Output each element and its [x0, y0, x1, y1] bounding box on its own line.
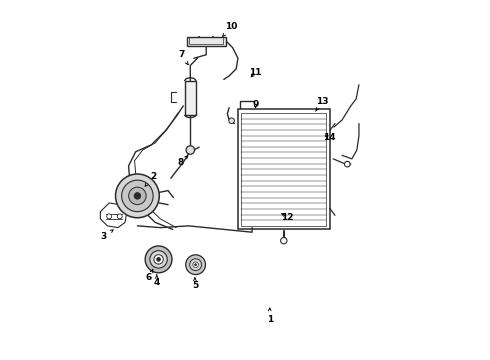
- Circle shape: [281, 238, 287, 244]
- Circle shape: [116, 174, 159, 218]
- Circle shape: [157, 257, 160, 261]
- Circle shape: [154, 255, 163, 264]
- Circle shape: [186, 255, 205, 275]
- Text: 12: 12: [281, 212, 294, 221]
- Circle shape: [344, 161, 350, 167]
- Circle shape: [129, 187, 146, 204]
- Text: 2: 2: [145, 172, 156, 186]
- Bar: [238, 109, 330, 229]
- Text: 11: 11: [249, 68, 262, 77]
- Circle shape: [134, 193, 141, 199]
- Circle shape: [193, 262, 198, 267]
- Bar: [187, 37, 225, 46]
- Text: 4: 4: [153, 275, 160, 287]
- Text: 8: 8: [178, 156, 188, 167]
- Text: 9: 9: [252, 100, 259, 109]
- Text: 14: 14: [322, 133, 335, 142]
- Text: 1: 1: [267, 308, 273, 324]
- Circle shape: [117, 214, 122, 219]
- Bar: [189, 37, 223, 44]
- Circle shape: [229, 118, 234, 123]
- Text: 3: 3: [101, 230, 113, 241]
- Bar: [185, 81, 196, 115]
- Text: 13: 13: [316, 97, 329, 111]
- Circle shape: [150, 251, 167, 268]
- Circle shape: [195, 264, 196, 266]
- Text: 6: 6: [146, 270, 153, 282]
- Circle shape: [122, 180, 153, 212]
- Circle shape: [107, 214, 112, 219]
- Circle shape: [186, 146, 195, 154]
- Text: 10: 10: [222, 22, 237, 36]
- Bar: [242, 113, 326, 226]
- Circle shape: [190, 259, 201, 271]
- Text: 7: 7: [178, 50, 188, 65]
- Circle shape: [145, 246, 172, 273]
- Text: 5: 5: [192, 278, 198, 290]
